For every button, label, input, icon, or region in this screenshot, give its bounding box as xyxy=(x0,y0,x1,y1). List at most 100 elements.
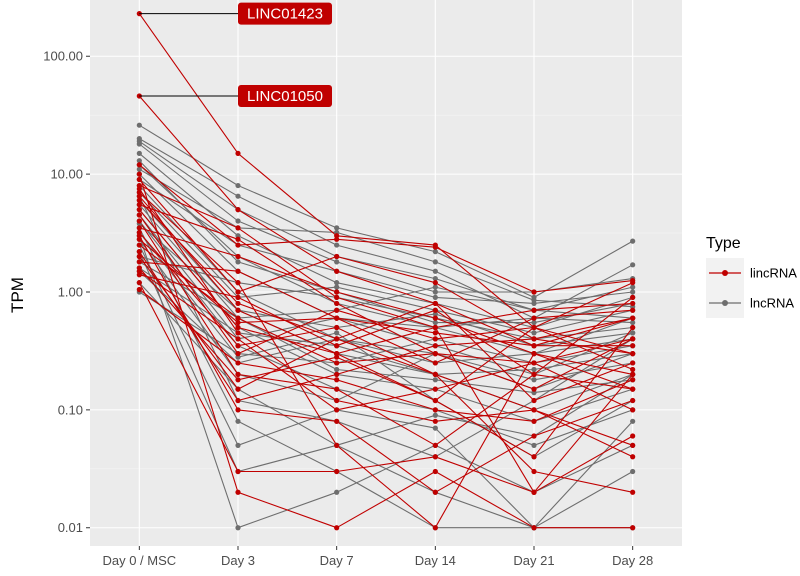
data-point-lncRNA xyxy=(235,442,241,448)
data-point-lincRNA xyxy=(334,525,340,531)
data-point-lincRNA xyxy=(334,315,340,321)
data-point-lincRNA xyxy=(334,236,340,242)
data-point-lincRNA xyxy=(136,253,142,260)
data-point-lincRNA xyxy=(334,253,340,260)
data-point-lncRNA xyxy=(531,366,537,373)
data-point-lncRNA xyxy=(334,284,340,290)
data-point-lincRNA xyxy=(235,280,241,286)
data-point-lncRNA xyxy=(235,182,241,189)
data-point-lincRNA xyxy=(630,343,636,349)
data-point-lincRNA xyxy=(630,371,636,377)
data-point-lincRNA xyxy=(136,286,142,293)
data-point-lincRNA xyxy=(136,225,142,231)
data-point-lncRNA xyxy=(334,489,340,495)
series-line-lincRNA xyxy=(138,289,633,422)
data-point-lincRNA xyxy=(235,307,241,313)
data-point-lincRNA xyxy=(432,336,438,342)
data-point-lncRNA xyxy=(630,418,636,424)
data-point-lincRNA xyxy=(630,386,636,392)
y-tick-label: 0.10 xyxy=(58,402,83,417)
x-tick-label: Day 14 xyxy=(415,553,456,568)
x-axis: Day 0 / MSC Day 3 Day 7 Day 14 Day 21 Day 28 xyxy=(102,546,653,568)
data-point-lincRNA xyxy=(235,336,241,342)
data-point-lincRNA xyxy=(136,162,142,168)
x-tick-label: Day 0 / MSC xyxy=(102,553,176,568)
data-point-lincRNA xyxy=(235,242,241,248)
data-point-lincRNA xyxy=(531,336,537,342)
data-point-lincRNA xyxy=(136,202,142,208)
y-axis: 0.01 0.10 1.00 10.00 100.00 xyxy=(43,49,90,535)
data-point-lncRNA xyxy=(334,259,340,265)
data-point-lncRNA xyxy=(334,242,340,248)
data-point-lincRNA xyxy=(334,442,340,448)
data-point-lincRNA xyxy=(432,407,438,413)
data-point-lincRNA xyxy=(334,268,340,274)
data-point-lincRNA xyxy=(432,280,438,286)
y-axis-title: TPM xyxy=(8,277,27,313)
data-point-lncRNA xyxy=(531,442,537,448)
series-line-lncRNA xyxy=(139,124,633,298)
data-point-lncRNA xyxy=(531,319,537,326)
data-point-lncRNA xyxy=(235,525,241,531)
data-point-lincRNA xyxy=(235,319,241,326)
data-point-lincRNA xyxy=(136,236,142,242)
data-point-lincRNA xyxy=(630,294,636,300)
legend-key-point-lncRNA xyxy=(722,300,728,306)
data-point-lincRNA xyxy=(235,324,241,331)
data-point-lncRNA xyxy=(432,412,438,418)
data-point-lincRNA xyxy=(334,371,340,377)
data-point-lincRNA xyxy=(432,397,438,404)
data-point-lincRNA xyxy=(136,259,142,265)
data-point-lncRNA xyxy=(630,319,636,326)
legend-label-lincRNA: lincRNA xyxy=(750,266,797,281)
series-line-lincRNA xyxy=(139,184,634,493)
data-point-lncRNA xyxy=(432,319,438,326)
legend-label-lncRNA: lncRNA xyxy=(750,296,794,311)
data-point-lncRNA xyxy=(136,138,142,144)
series-line-lincRNA xyxy=(138,179,633,355)
data-point-lincRNA xyxy=(235,206,241,213)
series-line-lincRNA xyxy=(138,256,633,402)
data-point-lincRNA xyxy=(235,397,241,404)
data-point-lncRNA xyxy=(630,468,636,475)
data-point-lincRNA xyxy=(630,525,636,531)
data-point-lincRNA xyxy=(136,242,142,248)
data-point-lncRNA xyxy=(235,193,241,199)
legend-title: Type xyxy=(706,235,741,252)
data-point-lincRNA xyxy=(630,300,636,307)
data-point-lincRNA xyxy=(630,315,636,321)
data-point-lincRNA xyxy=(432,489,438,495)
y-tick-label: 1.00 xyxy=(58,284,83,299)
data-point-lincRNA xyxy=(334,418,340,424)
series-line-lincRNA xyxy=(138,267,633,402)
data-point-lincRNA xyxy=(136,11,142,17)
data-point-lncRNA xyxy=(531,377,537,383)
series-line-lincRNA xyxy=(138,282,633,493)
y-tick-label: 10.00 xyxy=(50,167,83,182)
data-point-lncRNA xyxy=(531,330,537,336)
data-point-lncRNA xyxy=(334,330,340,336)
series-line-lncRNA xyxy=(138,251,633,473)
series-line-lncRNA xyxy=(138,185,633,390)
data-point-lincRNA xyxy=(235,343,241,349)
data-point-lncRNA xyxy=(136,122,142,128)
data-point-lincRNA xyxy=(136,272,142,278)
series-line-lncRNA xyxy=(138,173,633,375)
data-point-lincRNA xyxy=(630,336,636,342)
series-line-lincRNA xyxy=(138,214,633,355)
data-point-lincRNA xyxy=(334,468,340,475)
data-point-lincRNA xyxy=(630,489,636,495)
series-line-lncRNA xyxy=(138,164,633,355)
data-point-lincRNA xyxy=(235,377,241,383)
data-point-lincRNA xyxy=(432,442,438,448)
series-line-lncRNA xyxy=(138,232,633,458)
data-point-lincRNA xyxy=(235,489,241,495)
data-point-lncRNA xyxy=(136,150,142,156)
data-point-lincRNA xyxy=(432,525,438,531)
data-point-lincRNA xyxy=(235,294,241,300)
data-point-lincRNA xyxy=(432,244,438,250)
data-point-lincRNA xyxy=(432,371,438,377)
data-point-lincRNA xyxy=(334,386,340,392)
data-point-lincRNA xyxy=(235,236,241,242)
data-point-lincRNA xyxy=(334,407,340,413)
